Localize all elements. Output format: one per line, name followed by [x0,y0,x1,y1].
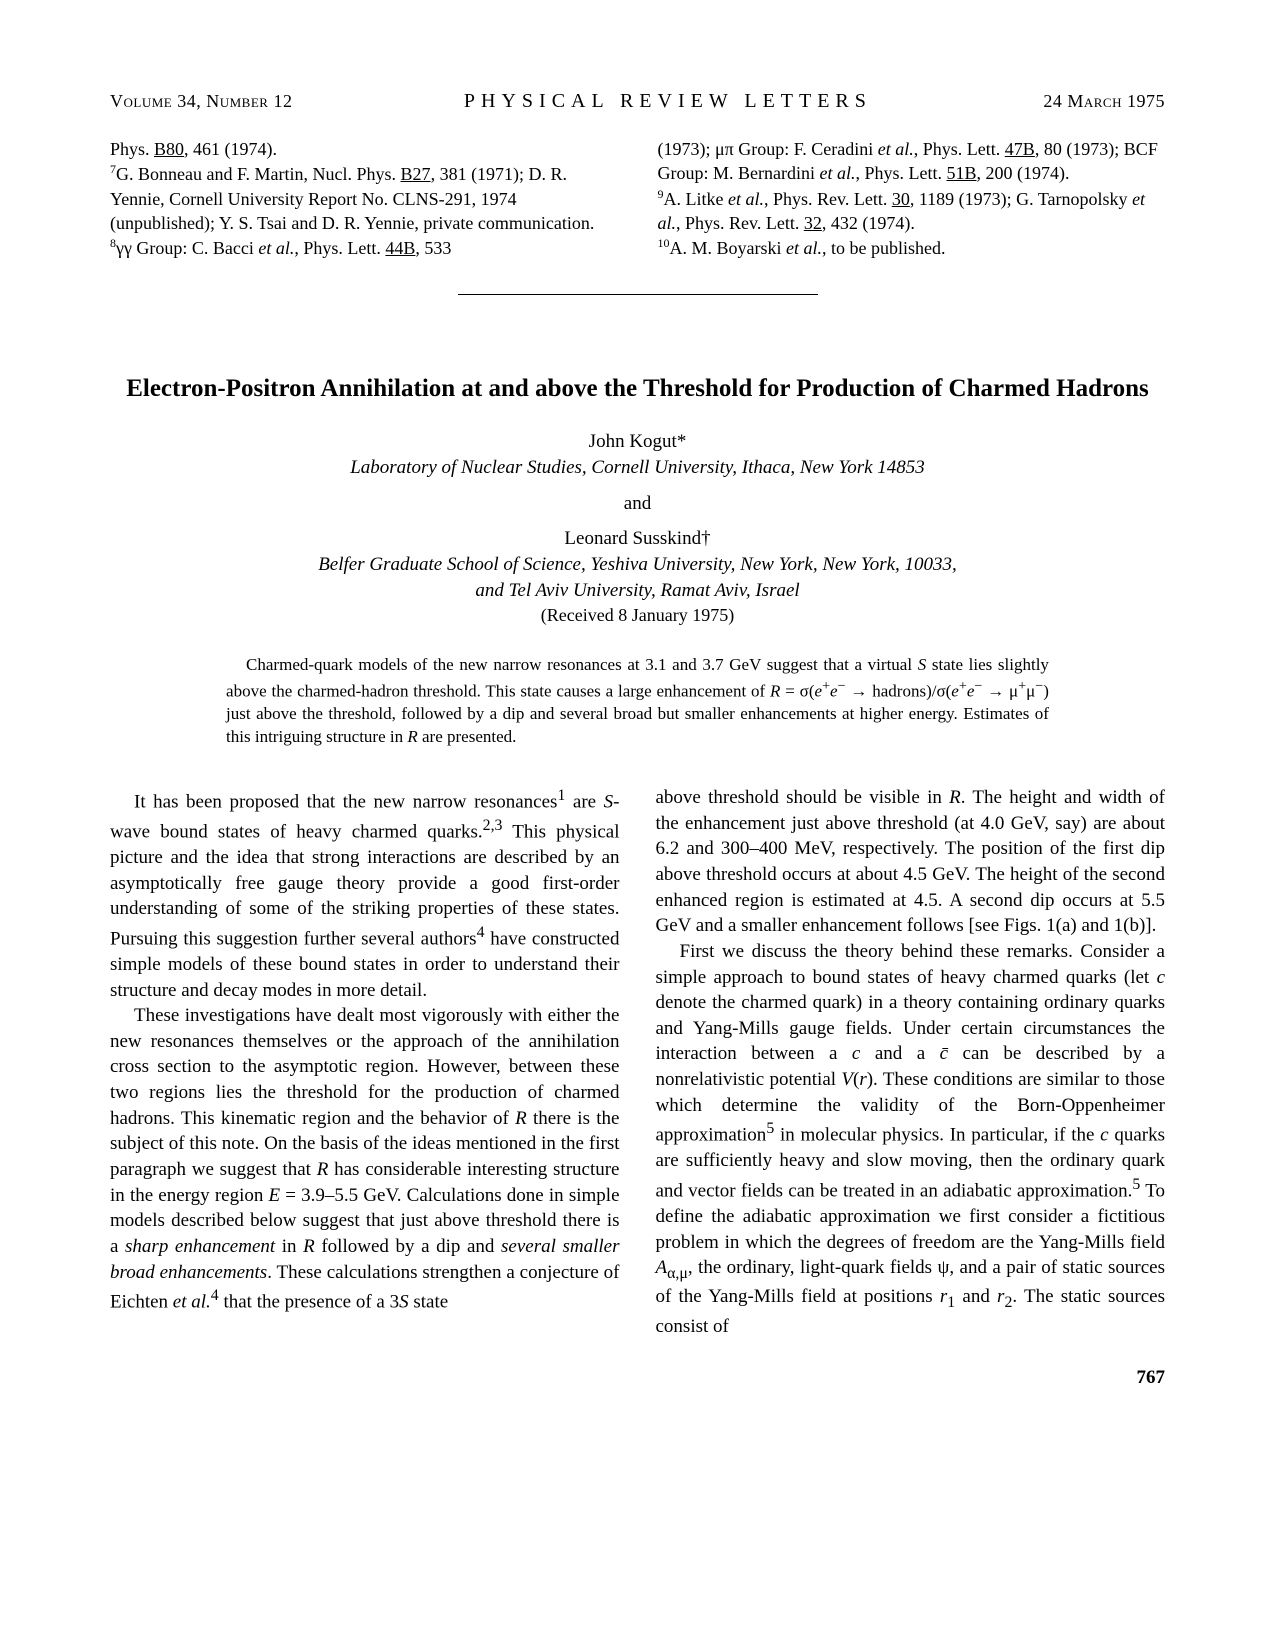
body-para-4: First we discuss the theory behind these… [656,939,1166,1339]
body-para-3: above threshold should be visible in R. … [656,785,1166,939]
author-separator: and [110,491,1165,517]
received-date: (Received 8 January 1975) [110,603,1165,627]
issue-date: 24 March 1975 [1043,91,1165,112]
references-right-col: (1973); μπ Group: F. Ceradini et al., Ph… [658,137,1166,260]
author-1-name: John Kogut* [110,429,1165,455]
author-2-affiliation-1: Belfer Graduate School of Science, Yeshi… [110,552,1165,578]
body-left-column: It has been proposed that the new narrow… [110,785,620,1339]
body-para-2: These investigations have dealt most vig… [110,1003,620,1315]
article-divider [458,294,818,295]
abstract: Charmed-quark models of the new narrow r… [226,654,1049,749]
author-1-affiliation: Laboratory of Nuclear Studies, Cornell U… [110,455,1165,481]
article-title: Electron-Positron Annihilation at and ab… [110,375,1165,403]
volume-issue: Volume 34, Number 12 [110,91,292,112]
body-right-column: above threshold should be visible in R. … [656,785,1166,1339]
author-block: John Kogut* Laboratory of Nuclear Studie… [110,429,1165,627]
references-left-col: Phys. B80, 461 (1974).7G. Bonneau and F.… [110,137,618,260]
journal-title: PHYSICAL REVIEW LETTERS [464,90,872,113]
abstract-text: Charmed-quark models of the new narrow r… [226,654,1049,749]
author-2-affiliation-2: and Tel Aviv University, Ramat Aviv, Isr… [110,578,1165,604]
page-number: 767 [110,1367,1165,1389]
body-para-1: It has been proposed that the new narrow… [110,785,620,1003]
references-continued: Phys. B80, 461 (1974).7G. Bonneau and F.… [110,137,1165,260]
author-2-name: Leonard Susskind† [110,526,1165,552]
page: Volume 34, Number 12 PHYSICAL REVIEW LET… [0,0,1275,1651]
body-columns: It has been proposed that the new narrow… [110,785,1165,1339]
running-header: Volume 34, Number 12 PHYSICAL REVIEW LET… [110,90,1165,113]
